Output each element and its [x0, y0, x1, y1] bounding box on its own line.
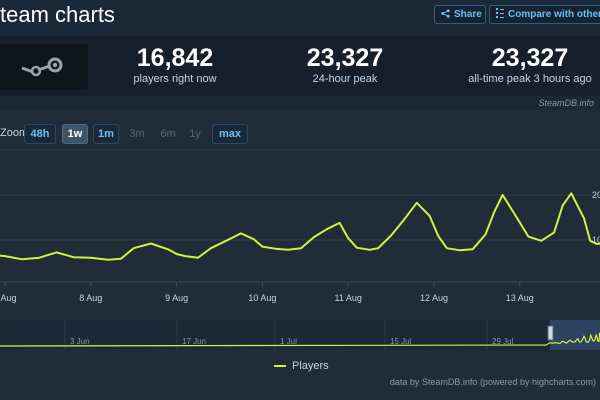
- navigator-series-line: [0, 332, 600, 347]
- x-tick-label: 13 Aug: [506, 293, 534, 303]
- navigator-tick-label: 17 Jun: [182, 337, 206, 346]
- alltime-label: all-time peak 3 hours ago: [468, 73, 592, 85]
- player-count-chart[interactable]: 20 10 7 Aug 8 Aug 9 Aug 10 Aug 11 Aug 12 Aug 13…: [0, 0, 600, 360]
- zoom-label: Zoom: [0, 127, 29, 139]
- stats-bar: 16,842 players right now 23,327 24-hour …: [0, 36, 600, 96]
- peak24-label: 24-hour peak: [312, 73, 378, 85]
- legend-swatch: [274, 365, 286, 367]
- navigator-selection[interactable]: [550, 320, 600, 350]
- chart-credit[interactable]: data by SteamDB.info (powered by highcha…: [389, 377, 596, 387]
- share-button[interactable]: Share: [434, 5, 486, 24]
- y-tick-label: 20: [592, 190, 600, 200]
- peak24-value: 23,327: [306, 44, 384, 72]
- x-tick-label: 12 Aug: [420, 293, 448, 303]
- zoom-1m[interactable]: 1m: [93, 124, 119, 144]
- chart-legend[interactable]: Players: [274, 360, 329, 372]
- compare-icon: [496, 8, 504, 21]
- navigator-tick-label: 29 Jul: [492, 337, 514, 346]
- game-logo: [0, 44, 88, 90]
- x-tick-label: 11 Aug: [335, 293, 362, 303]
- navigator-tick-label: 3 Jun: [70, 337, 90, 346]
- zoom-1y: 1y: [189, 128, 201, 140]
- current-players-label: players right now: [133, 73, 217, 85]
- x-tick-label: 7 Aug: [0, 293, 17, 303]
- current-players-value: 16,842: [136, 44, 214, 72]
- players-series-line: [0, 192, 600, 261]
- stat-alltime-peak: 23,327 all-time peak 3 hours ago: [455, 44, 600, 85]
- compare-button[interactable]: Compare with others...: [489, 5, 600, 24]
- x-tick-label: 9 Aug: [165, 293, 188, 303]
- zoom-48h[interactable]: 48h: [24, 124, 56, 144]
- navigator-left-handle[interactable]: [547, 325, 554, 341]
- legend-label: Players: [292, 360, 329, 372]
- compare-label: Compare with others...: [508, 9, 600, 20]
- page-title: team charts: [0, 2, 115, 27]
- steam-logo-icon: [21, 57, 63, 77]
- share-icon: [441, 8, 450, 21]
- zoom-3m: 3m: [129, 128, 145, 140]
- zoom-6m: 6m: [160, 128, 176, 140]
- navigator-tick-label: 15 Jul: [390, 337, 412, 346]
- steamdb-credit-top[interactable]: SteamDB.info: [538, 98, 594, 108]
- zoom-max[interactable]: max: [212, 124, 248, 144]
- chart-panel: [0, 110, 600, 400]
- zoom-1w[interactable]: 1w: [62, 124, 88, 144]
- navigator-tick-label: 1 Jul: [280, 337, 297, 346]
- x-tick-label: 10 Aug: [248, 293, 276, 303]
- navigator[interactable]: 3 Jun 17 Jun 1 Jul 15 Jul 29 Jul: [0, 320, 600, 350]
- y-tick-label: 10: [592, 235, 600, 245]
- alltime-value: 23,327: [491, 44, 569, 72]
- x-tick-label: 8 Aug: [79, 293, 102, 303]
- share-label: Share: [454, 9, 482, 20]
- stat-current-players: 16,842 players right now: [120, 44, 230, 85]
- stat-24h-peak: 23,327 24-hour peak: [290, 44, 400, 85]
